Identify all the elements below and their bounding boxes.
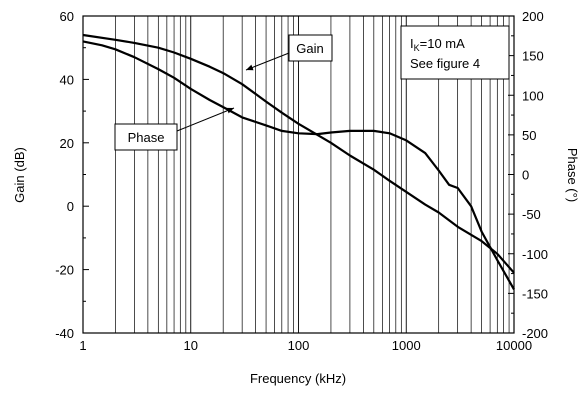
y-axis-right-title: Phase (°)	[565, 148, 580, 202]
phase-arrow	[176, 107, 235, 132]
gain-label-box	[288, 34, 333, 62]
grid	[115, 16, 510, 333]
y-right-tick-label: -150	[522, 286, 548, 301]
y-right-tick-label: -50	[522, 207, 541, 222]
x-tick-label: 1	[79, 338, 86, 353]
y-right-tick-label: -200	[522, 326, 548, 341]
x-tick-label: 1000	[392, 338, 421, 353]
gain-curve	[82, 33, 515, 274]
y-left-tick-label: -40	[55, 326, 74, 341]
y-right-tick-label: -100	[522, 247, 548, 262]
y-right-tick-label: 0	[522, 168, 529, 183]
series	[82, 33, 515, 290]
condition-line-1: IK=10 mA	[410, 36, 465, 53]
gain-arrow	[245, 52, 290, 71]
condition-current-symbol: I	[410, 36, 414, 51]
y-axis-left-title: Gain (dB)	[12, 147, 27, 203]
y-left-tick-label: 0	[67, 199, 74, 214]
y-right-tick-label: 200	[522, 9, 544, 24]
y-left-tick-label: 60	[60, 9, 74, 24]
x-tick-label: 10000	[496, 338, 532, 353]
y-right-tick-label: 50	[522, 128, 536, 143]
y-left-tick-label: -20	[55, 263, 74, 278]
y-left-tick-label: 40	[60, 72, 74, 87]
y-right-tick-label: 150	[522, 49, 544, 64]
condition-current-value: =10 mA	[420, 36, 465, 51]
condition-line-2: See figure 4	[410, 56, 480, 71]
axis-ticks: 1 10 100 1000 10000-40-200204060-200-150-100…	[55, 9, 548, 353]
gain-label: Gain	[296, 41, 323, 56]
phase-curve	[82, 40, 515, 290]
y-left-tick-label: 20	[60, 136, 74, 151]
phase-label: Phase	[128, 130, 165, 145]
x-axis-title: Frequency (kHz)	[250, 371, 346, 386]
x-tick-label: 10	[184, 338, 198, 353]
y-right-tick-label: 100	[522, 88, 544, 103]
condition-box	[400, 25, 510, 80]
condition-current-subscript: K	[414, 43, 420, 53]
phase-label-box	[114, 123, 178, 151]
x-tick-label: 100	[288, 338, 310, 353]
